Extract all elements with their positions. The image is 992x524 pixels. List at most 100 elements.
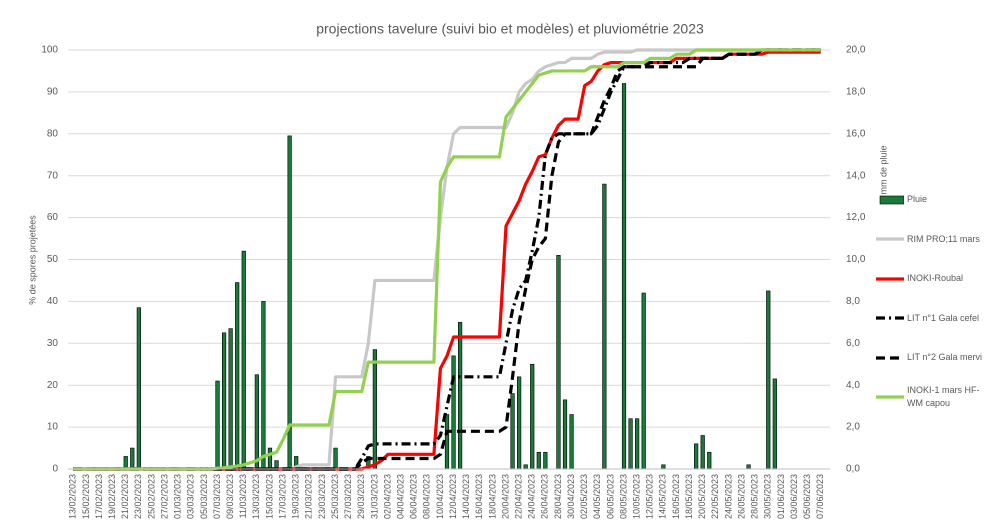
bar (458, 322, 463, 470)
bar (661, 464, 666, 470)
y2-tick-label: 14,0 (846, 170, 866, 181)
bar (707, 451, 712, 470)
bar (556, 255, 561, 470)
legend-item: LIT n°1 Gala cefel (876, 299, 988, 339)
x-tick-label: 16/04/2023 (474, 474, 484, 519)
x-tick-label: 25/02/2023 (146, 474, 156, 519)
bar (130, 447, 135, 470)
x-tick-label: 04/04/2023 (395, 474, 405, 519)
x-tick-label: 05/06/2023 (802, 474, 812, 519)
y2-tick-label: 10,0 (846, 254, 866, 265)
y-axis-title: % de spores projetées (27, 215, 37, 305)
x-tick-label: 14/04/2023 (461, 474, 471, 519)
y-tick-label: 0 (52, 464, 58, 475)
bar (536, 451, 541, 470)
bar (772, 378, 777, 470)
x-tick-label: 20/05/2023 (697, 474, 707, 519)
bar (562, 399, 568, 470)
x-tick-label: 27/03/2023 (343, 474, 353, 519)
bar (451, 355, 456, 470)
x-tick-label: 13/03/2023 (251, 474, 261, 519)
x-tick-label: 01/06/2023 (776, 474, 786, 519)
y-tick-label: 100 (41, 45, 58, 56)
legend-swatch (876, 277, 904, 281)
x-tick-label: 16/05/2023 (671, 474, 681, 519)
x-tick-label: 21/03/2023 (304, 474, 314, 519)
x-tick-label: 07/06/2023 (815, 474, 825, 519)
bar (530, 363, 535, 470)
x-tick-label: 20/04/2023 (500, 474, 510, 519)
legend-swatch (876, 395, 904, 399)
x-tick-label: 17/02/2023 (94, 474, 104, 519)
chart-title: projections tavelure (suivi bio et modèl… (316, 21, 704, 37)
y-tick-label: 70 (47, 170, 59, 181)
x-tick-label: 19/02/2023 (107, 474, 117, 519)
x-tick-label: 25/03/2023 (330, 474, 340, 519)
x-tick-label: 18/04/2023 (487, 474, 497, 519)
y2-tick-label: 2,0 (846, 422, 860, 433)
x-tick-label: 15/03/2023 (264, 474, 274, 519)
bar (136, 307, 141, 470)
y-tick-label: 50 (47, 254, 59, 265)
bar (641, 292, 646, 470)
x-tick-label: 23/02/2023 (133, 474, 143, 519)
x-tick-label: 05/03/2023 (199, 474, 209, 519)
x-tick-label: 30/05/2023 (763, 474, 773, 519)
legend-item: INOKI-1 mars HF-WM capou (876, 378, 988, 418)
x-tick-label: 03/06/2023 (789, 474, 799, 519)
x-tick-label: 23/03/2023 (317, 474, 327, 519)
x-tick-label: 08/05/2023 (618, 474, 628, 519)
series-line (73, 50, 821, 471)
x-tick-label: 11/03/2023 (238, 474, 248, 518)
x-tick-label: 04/05/2023 (592, 474, 602, 519)
x-tick-label: 26/04/2023 (540, 474, 550, 519)
x-tick-label: 29/03/2023 (356, 474, 366, 519)
y-tick-label: 20 (47, 380, 59, 391)
y2-tick-label: 8,0 (846, 296, 860, 307)
bar (221, 332, 227, 470)
bar (333, 447, 338, 470)
x-tick-label: 22/05/2023 (710, 474, 720, 519)
y2-tick-label: 0,0 (846, 464, 860, 475)
x-tick-label: 02/04/2023 (382, 474, 392, 519)
bar (510, 393, 515, 470)
x-tick-label: 07/03/2023 (212, 474, 222, 519)
y-tick-label: 90 (47, 87, 59, 98)
legend-swatch (876, 237, 904, 241)
bar (602, 183, 607, 470)
bar (700, 435, 705, 470)
x-tick-label: 22/04/2023 (513, 474, 523, 519)
legend-item: INOKI-Roubal (876, 259, 988, 299)
bar (523, 464, 528, 470)
x-tick-label: 28/05/2023 (750, 474, 760, 519)
bar (123, 456, 128, 470)
bar (628, 418, 633, 470)
y2-tick-label: 16,0 (846, 128, 866, 139)
bar (215, 380, 220, 470)
y-tick-label: 40 (47, 296, 59, 307)
bar (228, 328, 233, 470)
x-tick-label: 06/04/2023 (409, 474, 419, 519)
x-tick-label: 12/05/2023 (645, 474, 655, 519)
bar (694, 443, 699, 470)
y2-tick-label: 6,0 (846, 338, 860, 349)
bar (261, 301, 266, 470)
x-tick-label: 30/04/2023 (566, 474, 576, 519)
bar (267, 447, 273, 470)
x-tick-label: 24/05/2023 (723, 474, 733, 519)
x-tick-label: 21/02/2023 (120, 474, 130, 519)
bar (254, 374, 259, 470)
x-tick-label: 24/04/2023 (527, 474, 537, 519)
y2-tick-label: 12,0 (846, 212, 866, 223)
y-tick-label: 10 (47, 422, 59, 433)
x-tick-label: 12/04/2023 (448, 474, 458, 519)
legend-item: Pluie (876, 180, 988, 220)
bar (444, 414, 450, 470)
y-tick-label: 80 (47, 128, 59, 139)
x-tick-label: 09/03/2023 (225, 474, 235, 519)
x-tick-label: 10/05/2023 (632, 474, 642, 519)
legend: Pluie RIM PRO;11 mars INOKI-Roubal LIT n°1 … (876, 180, 988, 417)
legend-swatch-bar (879, 195, 904, 205)
